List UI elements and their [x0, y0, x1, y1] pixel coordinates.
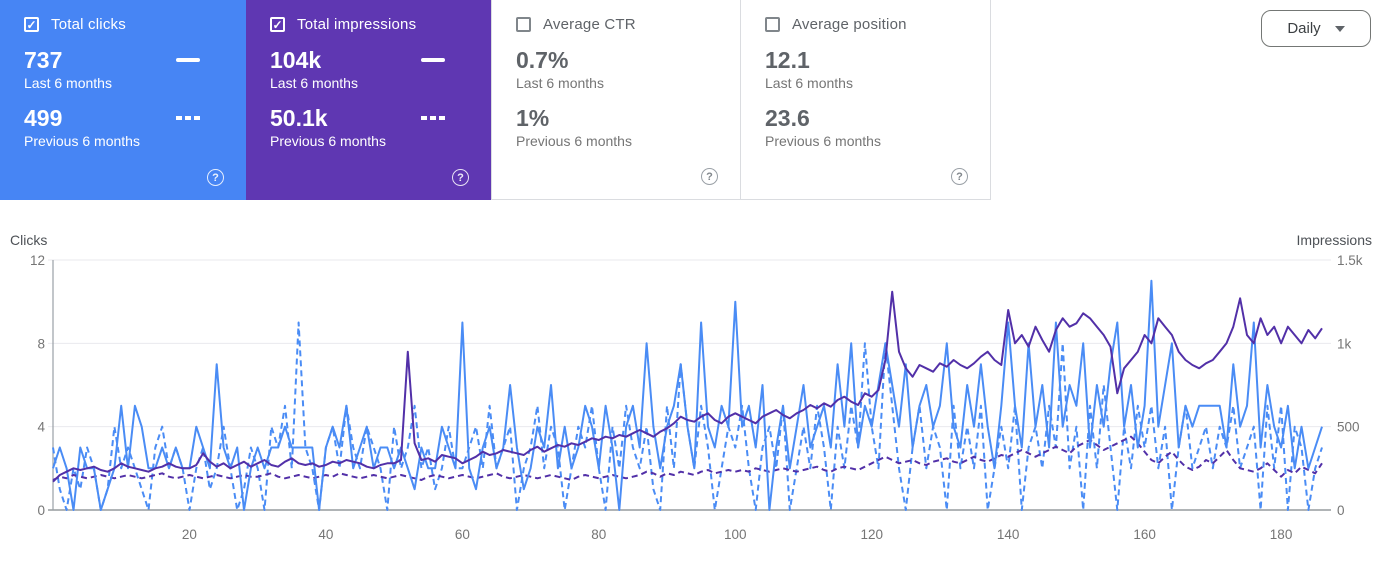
- chevron-down-icon: [1334, 25, 1345, 32]
- checkbox-unchecked-icon[interactable]: [516, 17, 531, 32]
- x-axis-tick: 40: [318, 527, 333, 542]
- metric-card-total-clicks[interactable]: ✓ Total clicks 737 Last 6 months 499 Pre…: [0, 0, 246, 200]
- previous-label: Previous 6 months: [765, 133, 881, 149]
- right-axis-tick: 0: [1337, 503, 1345, 518]
- left-axis-title: Clicks: [10, 232, 48, 248]
- series-clicks-previous-6-months[interactable]: [52, 321, 1323, 511]
- x-axis-tick: 160: [1133, 527, 1156, 542]
- help-icon[interactable]: ?: [701, 168, 718, 185]
- right-axis-title: Impressions: [1296, 232, 1372, 248]
- card-title: Total impressions: [297, 16, 417, 33]
- dashed-line-icon: [176, 116, 200, 120]
- series-impressions-last-6-months[interactable]: [52, 290, 1323, 483]
- current-value: 12.1: [765, 47, 810, 73]
- current-label: Last 6 months: [516, 75, 604, 91]
- x-axis-tick: 20: [182, 527, 197, 542]
- x-axis-tick: 80: [591, 527, 606, 542]
- current-label: Last 6 months: [24, 75, 112, 91]
- metric-card-average-position[interactable]: Average position 12.1 Last 6 months 23.6…: [741, 0, 991, 200]
- date-granularity-dropdown[interactable]: Daily: [1261, 10, 1371, 47]
- solid-line-icon: [176, 58, 200, 62]
- left-axis-tick: 12: [30, 253, 45, 268]
- metric-card-total-impressions[interactable]: ✓ Total impressions 104k Last 6 months 5…: [246, 0, 491, 200]
- metric-cards-row: ✓ Total clicks 737 Last 6 months 499 Pre…: [0, 0, 991, 200]
- left-axis-tick: 4: [37, 420, 45, 435]
- card-title: Total clicks: [51, 16, 126, 33]
- help-icon[interactable]: ?: [452, 169, 469, 186]
- x-axis-tick: 100: [724, 527, 747, 542]
- right-axis-tick: 500: [1337, 420, 1360, 435]
- checkbox-checked-icon[interactable]: ✓: [24, 17, 39, 32]
- solid-line-icon: [421, 58, 445, 62]
- date-granularity-label: Daily: [1287, 20, 1321, 37]
- current-value: 737: [24, 47, 63, 73]
- performance-line-chart[interactable]: 0 0 4 500 8 1k 12 1.5k 20 40 60 80 100 120 140 160 180: [0, 225, 1387, 573]
- help-icon[interactable]: ?: [951, 168, 968, 185]
- checkbox-unchecked-icon[interactable]: [765, 17, 780, 32]
- right-axis-tick: 1.5k: [1337, 253, 1363, 268]
- previous-value: 1%: [516, 105, 550, 131]
- current-label: Last 6 months: [270, 75, 358, 91]
- current-value: 104k: [270, 47, 322, 73]
- current-value: 0.7%: [516, 47, 569, 73]
- dashed-line-icon: [421, 116, 445, 120]
- previous-value: 50.1k: [270, 105, 328, 131]
- left-axis-tick: 0: [37, 503, 45, 518]
- metric-card-average-ctr[interactable]: Average CTR 0.7% Last 6 months 1% Previo…: [491, 0, 741, 200]
- x-axis-tick: 60: [455, 527, 470, 542]
- help-icon[interactable]: ?: [207, 169, 224, 186]
- previous-value: 23.6: [765, 105, 810, 131]
- x-axis-tick: 120: [860, 527, 883, 542]
- card-title: Average CTR: [543, 16, 636, 33]
- series-clicks-last-6-months[interactable]: [52, 279, 1323, 511]
- previous-value: 499: [24, 105, 63, 131]
- current-label: Last 6 months: [765, 75, 853, 91]
- x-axis-tick: 140: [997, 527, 1020, 542]
- previous-label: Previous 6 months: [24, 133, 140, 149]
- card-title: Average position: [792, 16, 907, 33]
- right-axis-tick: 1k: [1337, 336, 1352, 351]
- previous-label: Previous 6 months: [270, 133, 386, 149]
- left-axis-tick: 8: [37, 336, 45, 351]
- checkbox-checked-icon[interactable]: ✓: [270, 17, 285, 32]
- previous-label: Previous 6 months: [516, 133, 632, 149]
- x-axis-tick: 180: [1270, 527, 1293, 542]
